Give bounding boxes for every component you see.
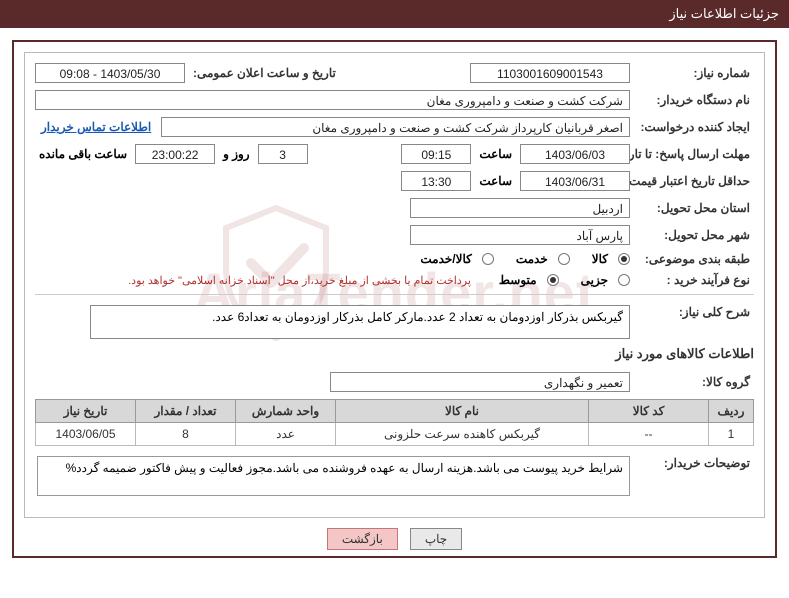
province-value: اردبیل [410,198,630,218]
countdown: 23:00:22 [135,144,215,164]
city-label: شهر محل تحویل: [634,228,754,242]
table-row: 1 -- گیربکس کاهنده سرعت حلزونی عدد 8 140… [36,423,754,446]
buyer-org-label: نام دستگاه خریدار: [634,93,754,107]
group-label: گروه کالا: [634,375,754,389]
announce-value: 1403/05/30 - 09:08 [35,63,185,83]
print-button[interactable]: چاپ [410,528,462,550]
radio-medium-label: متوسط [495,273,541,287]
divider-1 [35,294,754,295]
content-panel: شماره نیاز: 1103001609001543 تاریخ و ساع… [24,52,765,518]
resp-deadline-label: مهلت ارسال پاسخ: تا تاریخ: [634,147,754,161]
validity-label: حداقل تاریخ اعتبار قیمت: تا تاریخ: [634,174,754,188]
validity-date: 1403/06/31 [520,171,630,191]
cell-row: 1 [709,423,754,446]
process-note: پرداخت تمام یا بخشی از مبلغ خرید،از محل … [128,274,471,287]
time-label-2: ساعت [475,174,516,188]
general-desc-value: گیربکس بذرکار اوزدومان به تعداد 2 عدد.ما… [90,305,630,339]
process-label: نوع فرآیند خرید : [634,273,754,287]
footer-buttons: چاپ بازگشت [14,528,775,550]
th-name: نام کالا [336,400,589,423]
radio-both-label: کالا/خدمت [416,252,475,266]
radio-service-label: خدمت [512,252,552,266]
buyer-notes-value: شرایط خرید پیوست می باشد.هزینه ارسال به … [37,456,630,496]
days-remaining: 3 [258,144,308,164]
buyer-contact-link[interactable]: اطلاعات تماس خریدار [35,120,157,134]
buyer-org-value: شرکت کشت و صنعت و دامپروری مغان [35,90,630,110]
goods-table: ردیف کد کالا نام کالا واحد شمارش تعداد /… [35,399,754,446]
cell-date: 1403/06/05 [36,423,136,446]
cell-unit: عدد [236,423,336,446]
page-title-bar: جزئیات اطلاعات نیاز [0,0,789,28]
buyer-notes-label: توضیحات خریدار: [634,456,754,470]
radio-both[interactable] [482,253,494,265]
time-label-1: ساعت [475,147,516,161]
th-unit: واحد شمارش [236,400,336,423]
radio-goods[interactable] [618,253,630,265]
need-no-label: شماره نیاز: [634,66,754,80]
th-date: تاریخ نیاز [36,400,136,423]
city-value: پارس آباد [410,225,630,245]
category-radio-group: کالا خدمت کالا/خدمت [416,252,630,266]
cell-name: گیربکس کاهنده سرعت حلزونی [336,423,589,446]
validity-time: 13:30 [401,171,471,191]
back-button[interactable]: بازگشت [327,528,398,550]
group-value: تعمیر و نگهداری [330,372,630,392]
outer-frame: شماره نیاز: 1103001609001543 تاریخ و ساع… [12,40,777,558]
cell-code: -- [589,423,709,446]
goods-info-title: اطلاعات کالاهای مورد نیاز [35,346,754,362]
need-no-value: 1103001609001543 [470,63,630,83]
process-radio-group: جزیی متوسط [495,273,630,287]
th-code: کد کالا [589,400,709,423]
th-row: ردیف [709,400,754,423]
category-label: طبقه بندی موضوعی: [634,252,754,266]
announce-label: تاریخ و ساعت اعلان عمومی: [189,66,340,80]
province-label: استان محل تحویل: [634,201,754,215]
requester-label: ایجاد کننده درخواست: [634,120,754,134]
general-desc-label: شرح کلی نیاز: [634,305,754,319]
remaining-label: ساعت باقی مانده [35,147,131,161]
radio-medium[interactable] [547,274,559,286]
cell-qty: 8 [136,423,236,446]
resp-date: 1403/06/03 [520,144,630,164]
requester-value: اصغر قربانیان کارپرداز شرکت کشت و صنعت و… [161,117,630,137]
table-header-row: ردیف کد کالا نام کالا واحد شمارش تعداد /… [36,400,754,423]
radio-partial-label: جزیی [577,273,612,287]
resp-time: 09:15 [401,144,471,164]
radio-service[interactable] [558,253,570,265]
page-title: جزئیات اطلاعات نیاز [669,6,779,21]
days-and-label: روز و [219,147,254,161]
th-qty: تعداد / مقدار [136,400,236,423]
radio-goods-label: کالا [588,252,612,266]
radio-partial[interactable] [618,274,630,286]
